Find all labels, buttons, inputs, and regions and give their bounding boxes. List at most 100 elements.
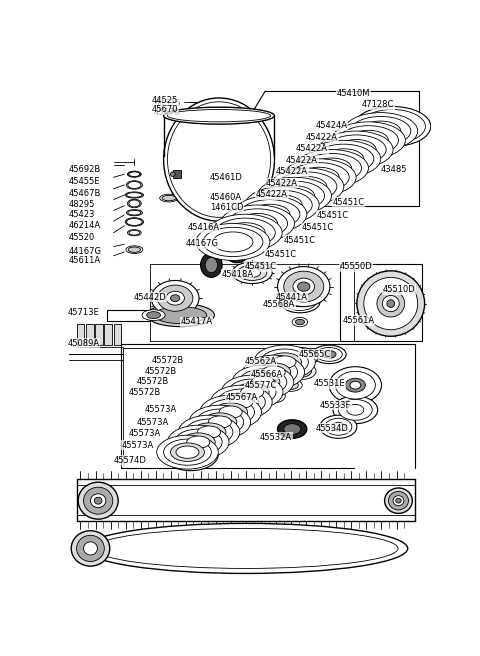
Text: 45533F: 45533F — [320, 401, 351, 409]
Ellipse shape — [245, 186, 319, 224]
Ellipse shape — [164, 107, 275, 124]
Ellipse shape — [322, 350, 336, 358]
Ellipse shape — [228, 379, 276, 405]
Ellipse shape — [295, 319, 304, 325]
Text: 45461D: 45461D — [210, 173, 243, 182]
Ellipse shape — [77, 535, 104, 562]
Ellipse shape — [84, 487, 113, 514]
Ellipse shape — [347, 405, 364, 415]
Text: 45455E: 45455E — [69, 177, 100, 186]
Text: 45572B: 45572B — [144, 367, 177, 376]
Ellipse shape — [156, 435, 218, 469]
Ellipse shape — [240, 199, 300, 229]
Ellipse shape — [344, 113, 418, 150]
Ellipse shape — [287, 176, 327, 197]
Ellipse shape — [361, 121, 401, 141]
Ellipse shape — [219, 406, 242, 419]
Text: 44525: 44525 — [154, 99, 180, 108]
Ellipse shape — [292, 318, 308, 327]
Text: 45573A: 45573A — [144, 405, 177, 414]
Ellipse shape — [388, 491, 408, 510]
Ellipse shape — [298, 282, 310, 291]
Text: 45460A: 45460A — [210, 193, 242, 201]
Ellipse shape — [262, 389, 285, 403]
Text: 45550D: 45550D — [340, 262, 372, 271]
Ellipse shape — [332, 422, 345, 431]
Ellipse shape — [127, 193, 142, 197]
Ellipse shape — [157, 285, 193, 311]
Ellipse shape — [169, 442, 212, 467]
Ellipse shape — [126, 181, 143, 189]
Ellipse shape — [176, 446, 199, 459]
Text: 45567A: 45567A — [226, 393, 258, 402]
Ellipse shape — [129, 172, 140, 176]
Text: 45572B: 45572B — [137, 377, 169, 386]
Ellipse shape — [142, 310, 165, 321]
Text: 46214A: 46214A — [69, 221, 101, 230]
Ellipse shape — [127, 230, 141, 236]
Text: 45424A: 45424A — [315, 121, 348, 130]
Ellipse shape — [151, 281, 199, 316]
Ellipse shape — [222, 230, 252, 263]
Ellipse shape — [178, 415, 240, 449]
Ellipse shape — [181, 433, 215, 451]
Ellipse shape — [258, 177, 332, 215]
Ellipse shape — [257, 363, 291, 381]
Text: 45441A: 45441A — [275, 293, 307, 302]
Ellipse shape — [284, 271, 324, 302]
Ellipse shape — [284, 363, 316, 380]
Ellipse shape — [192, 423, 226, 441]
Text: 45532A: 45532A — [260, 433, 292, 442]
Ellipse shape — [359, 110, 425, 144]
Ellipse shape — [233, 195, 307, 233]
Ellipse shape — [197, 426, 221, 438]
Ellipse shape — [324, 149, 364, 169]
Ellipse shape — [288, 365, 312, 377]
Text: 1461CD: 1461CD — [210, 203, 243, 213]
Text: 45572B: 45572B — [152, 356, 184, 365]
Ellipse shape — [319, 131, 393, 168]
Ellipse shape — [325, 419, 352, 435]
Text: 45423: 45423 — [69, 211, 95, 219]
Text: 48295: 48295 — [69, 199, 95, 209]
Ellipse shape — [267, 353, 301, 371]
Ellipse shape — [283, 381, 299, 390]
Ellipse shape — [345, 379, 365, 392]
Ellipse shape — [94, 528, 398, 569]
Bar — [77, 323, 84, 345]
Ellipse shape — [320, 415, 357, 438]
Ellipse shape — [129, 230, 140, 235]
Text: 45520: 45520 — [69, 233, 95, 241]
Ellipse shape — [147, 312, 160, 319]
Ellipse shape — [214, 403, 248, 421]
Text: 45577C: 45577C — [244, 381, 277, 390]
Ellipse shape — [262, 195, 302, 215]
Ellipse shape — [84, 523, 408, 573]
Ellipse shape — [326, 135, 386, 164]
Ellipse shape — [314, 144, 374, 173]
Ellipse shape — [201, 253, 222, 277]
Ellipse shape — [384, 488, 412, 514]
Text: 45451C: 45451C — [332, 198, 364, 207]
Ellipse shape — [289, 163, 349, 192]
Bar — [114, 323, 121, 345]
Ellipse shape — [187, 436, 210, 448]
Ellipse shape — [168, 102, 271, 217]
Ellipse shape — [232, 262, 272, 283]
Ellipse shape — [333, 396, 378, 424]
Ellipse shape — [221, 205, 295, 242]
Ellipse shape — [71, 531, 110, 566]
Text: 43485: 43485 — [381, 165, 407, 174]
Ellipse shape — [387, 300, 395, 308]
Text: 45572B: 45572B — [129, 388, 161, 398]
Ellipse shape — [244, 268, 261, 277]
Ellipse shape — [246, 373, 280, 392]
Ellipse shape — [225, 393, 258, 411]
Ellipse shape — [232, 365, 294, 399]
Ellipse shape — [221, 375, 283, 409]
Ellipse shape — [213, 232, 253, 252]
Ellipse shape — [163, 438, 218, 470]
Ellipse shape — [126, 210, 143, 216]
Text: 45451C: 45451C — [284, 236, 316, 245]
Ellipse shape — [155, 306, 207, 323]
